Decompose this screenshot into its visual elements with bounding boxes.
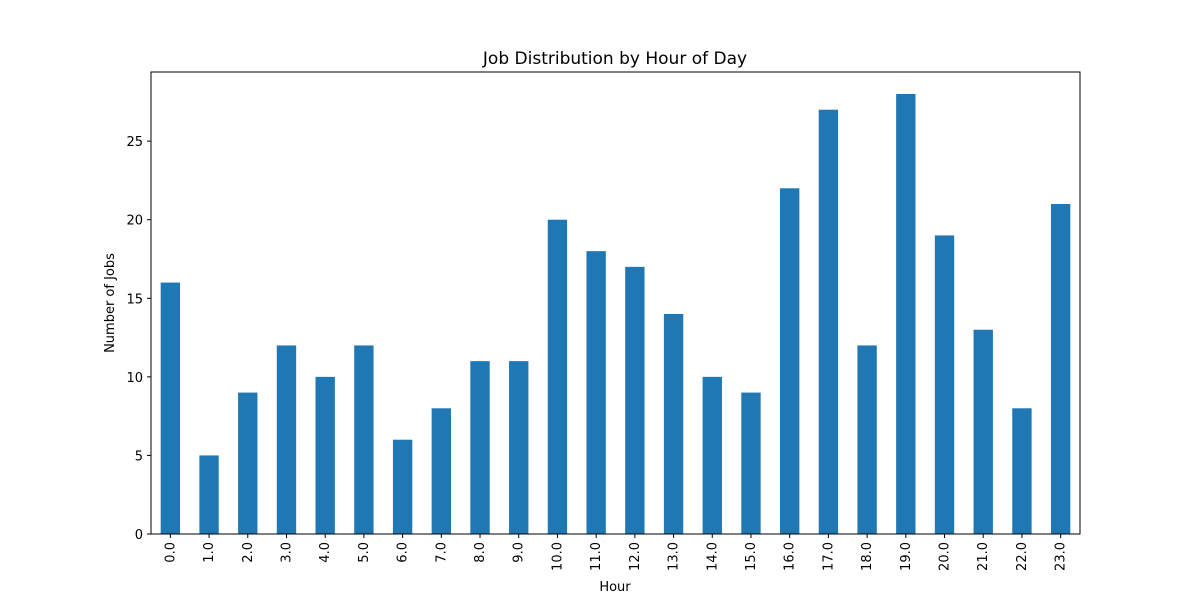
y-tick-label: 25 <box>126 135 143 150</box>
bar-23.0 <box>1050 204 1071 534</box>
x-tick-label: 2.0 <box>241 542 256 563</box>
bar-13.0 <box>663 314 684 534</box>
bar-7.0 <box>431 408 451 534</box>
y-tick-label: 10 <box>126 371 143 386</box>
x-tick-label: 15.0 <box>744 542 759 571</box>
x-tick-label: 4.0 <box>318 542 333 563</box>
bar-20.0 <box>934 235 955 534</box>
y-tick-label: 5 <box>135 449 143 464</box>
bars <box>160 94 1071 535</box>
x-tick-label: 11.0 <box>589 542 604 571</box>
x-tick-label: 0.0 <box>163 542 178 563</box>
y-tick-label: 0 <box>135 528 143 543</box>
x-tick-label: 16.0 <box>783 542 798 571</box>
bar-11.0 <box>586 251 606 534</box>
x-tick-label: 21.0 <box>976 542 991 571</box>
x-tick-label: 6.0 <box>396 542 411 563</box>
x-axis-label: Hour <box>599 580 631 595</box>
bar-6.0 <box>392 439 413 534</box>
bar-16.0 <box>780 188 800 535</box>
x-tick-label: 3.0 <box>279 542 294 563</box>
bar-21.0 <box>973 329 993 534</box>
bar-10.0 <box>547 219 568 534</box>
y-tick-label: 15 <box>126 292 143 307</box>
x-tick-label: 23.0 <box>1054 542 1069 571</box>
x-axis: 0.0 1.0 2.0 3.0 4.0 5.0 6.0 7.0 8.0 9.0 10.0 11.0 12… <box>163 534 1069 571</box>
bar-5.0 <box>354 345 374 534</box>
bar-4.0 <box>315 376 335 534</box>
x-tick-label: 17.0 <box>821 542 836 571</box>
x-tick-label: 13.0 <box>667 542 682 571</box>
x-tick-label: 10.0 <box>550 542 565 571</box>
bar-22.0 <box>1012 408 1032 534</box>
y-axis: 0 5 10 15 20 25 <box>126 135 151 543</box>
bar-9.0 <box>509 361 529 534</box>
bar-0.0 <box>160 282 181 534</box>
bar-15.0 <box>741 392 761 534</box>
x-tick-label: 18.0 <box>860 542 875 571</box>
x-tick-label: 19.0 <box>899 542 914 571</box>
x-tick-label: 1.0 <box>202 542 217 563</box>
x-tick-label: 5.0 <box>357 542 372 563</box>
x-tick-label: 7.0 <box>434 542 449 563</box>
x-tick-label: 9.0 <box>512 542 527 563</box>
bar-17.0 <box>818 109 839 534</box>
x-tick-label: 22.0 <box>1015 542 1030 571</box>
bar-18.0 <box>857 345 877 534</box>
bar-1.0 <box>199 455 219 534</box>
bar-3.0 <box>276 345 297 534</box>
bar-12.0 <box>625 266 645 534</box>
bar-8.0 <box>470 361 490 534</box>
y-axis-label: Number of Jobs <box>103 253 118 353</box>
bar-14.0 <box>702 376 722 534</box>
x-tick-label: 14.0 <box>705 542 720 571</box>
plot-frame <box>150 71 1081 535</box>
y-tick-label: 20 <box>126 214 143 229</box>
chart-title: Job Distribution by Hour of Day <box>482 49 747 69</box>
x-tick-label: 20.0 <box>938 542 953 571</box>
bar-19.0 <box>896 94 916 534</box>
bar-2.0 <box>238 392 258 534</box>
x-tick-label: 8.0 <box>473 542 488 563</box>
x-tick-label: 12.0 <box>628 542 643 571</box>
